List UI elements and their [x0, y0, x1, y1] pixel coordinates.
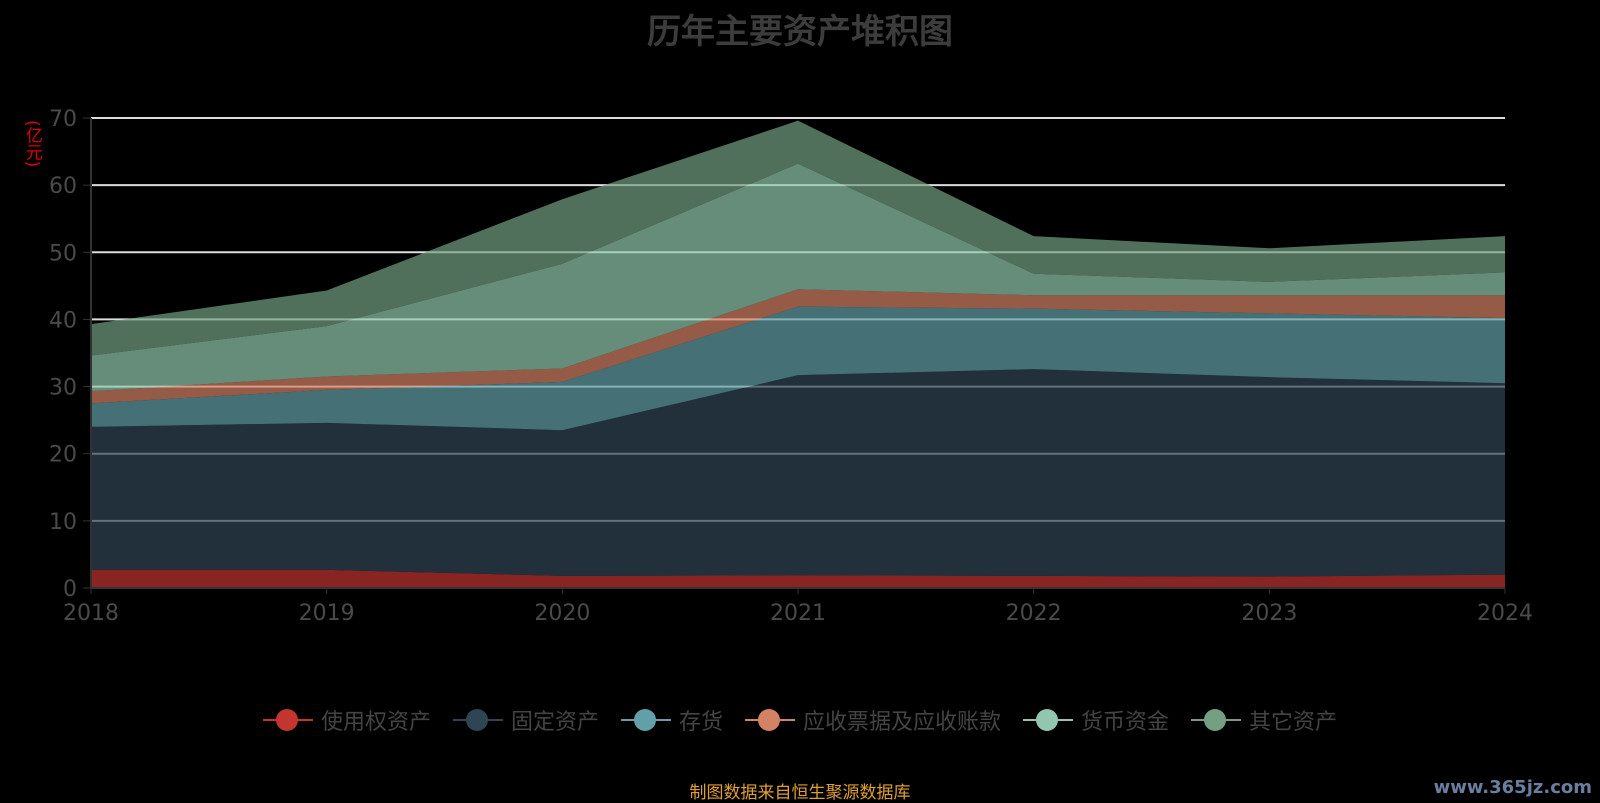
legend-marker-icon [745, 705, 795, 735]
area-1 [91, 369, 1505, 577]
y-tick-label: 40 [49, 308, 77, 333]
stacked-area-chart: 0 10 20 30 40 50 60 70 2018 2019 2020 2021 2022 2023 2… [49, 107, 1533, 626]
y-axis-label: (亿元) [22, 120, 42, 168]
data-source-note: 制图数据来自恒生聚源数据库 [689, 783, 911, 803]
area-0 [91, 569, 1505, 588]
legend-marker-icon [1023, 705, 1074, 735]
y-tick-label: 50 [49, 241, 77, 266]
x-tick-label: 2020 [534, 601, 590, 626]
legend-item-1[interactable]: 固定资产 [452, 704, 599, 736]
y-tick-label: 10 [49, 510, 77, 535]
legend-marker-icon [452, 705, 503, 735]
chart-title: 历年主要资产堆积图 [647, 12, 953, 52]
y-tick-label: 0 [63, 577, 77, 602]
area-2 [91, 306, 1505, 431]
legend-item-5[interactable]: 其它资产 [1191, 704, 1337, 736]
x-tick-label: 2022 [1006, 601, 1062, 626]
legend-label: 其它资产 [1249, 710, 1338, 735]
area-3 [91, 289, 1505, 404]
watermark: www.365jz.com [1433, 777, 1592, 798]
legend-item-0[interactable]: 使用权资产 [262, 704, 431, 736]
x-tick-label: 2023 [1241, 601, 1297, 626]
area-5 [91, 120, 1505, 356]
x-tick-label: 2024 [1477, 601, 1533, 626]
legend-marker-icon [620, 705, 671, 735]
legend: 使用权资产 固定资产 存货 应收票据及应收账款 货币资金 其它资产 [0, 704, 1600, 736]
legend-item-3[interactable]: 应收票据及应收账款 [745, 704, 1001, 736]
legend-label: 应收票据及应收账款 [803, 710, 1002, 735]
legend-marker-icon [262, 705, 313, 735]
legend-label: 使用权资产 [320, 710, 431, 735]
legend-label: 存货 [678, 710, 723, 735]
y-tick-label: 60 [49, 174, 77, 199]
area-4 [91, 163, 1505, 392]
legend-label: 货币资金 [1081, 710, 1170, 735]
x-tick-label: 2018 [63, 601, 119, 626]
legend-item-4[interactable]: 货币资金 [1023, 704, 1169, 736]
legend-item-2[interactable]: 存货 [620, 704, 723, 736]
x-tick-label: 2019 [299, 601, 355, 626]
legend-label: 固定资产 [510, 710, 599, 735]
y-tick-label: 70 [49, 107, 77, 132]
legend-marker-icon [1191, 705, 1242, 735]
y-tick-label: 20 [49, 443, 77, 468]
x-tick-label: 2021 [770, 601, 826, 626]
y-tick-label: 30 [49, 376, 77, 401]
